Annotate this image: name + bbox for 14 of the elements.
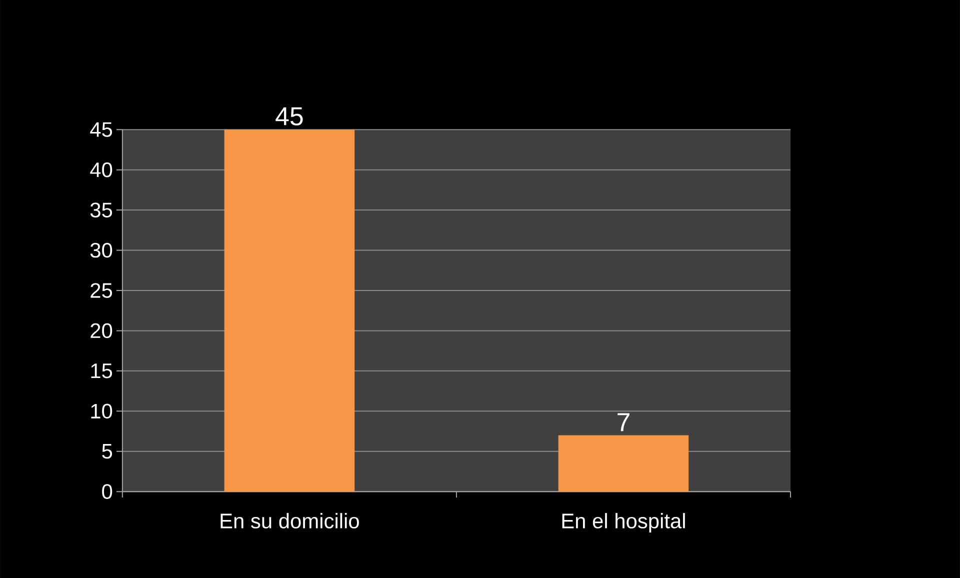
y-tick-label: 5 (102, 444, 112, 458)
y-tick-label: 40 (90, 162, 112, 178)
y-tick-label: 35 (90, 202, 112, 218)
y-tick-label: 0 (102, 484, 112, 499)
x-tick-label: En su domicilio (220, 512, 359, 528)
y-tick-label: 25 (90, 282, 112, 298)
x-tick-label: En el hospital (562, 512, 685, 532)
y-tick-label: 15 (91, 363, 112, 378)
y-tick-label: 20 (90, 323, 112, 338)
data-label: 45 (276, 107, 303, 126)
data-label: 7 (618, 413, 630, 431)
y-tick-label: 10 (91, 404, 112, 418)
y-tick-label: 45 (90, 122, 112, 137)
y-tick-label: 30 (90, 242, 112, 258)
